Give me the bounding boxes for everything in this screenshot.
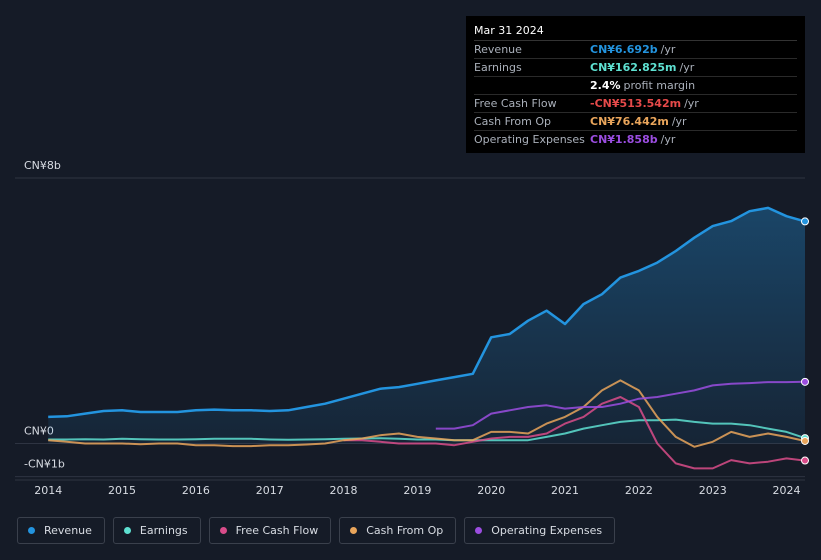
- tooltip: Mar 31 2024 Revenue CN¥6.692b/yr Earnings CN…: [466, 16, 805, 153]
- tooltip-value: CN¥162.825m: [590, 61, 677, 74]
- series-line: [343, 396, 806, 470]
- series-line: [48, 206, 806, 419]
- profit-margin-value: 2.4%: [590, 79, 621, 92]
- tooltip-label: [474, 77, 590, 94]
- x-tick-label: 2024: [773, 484, 801, 497]
- legend-dot: [123, 527, 131, 534]
- profit-margin-label: profit margin: [623, 79, 696, 92]
- legend-label: Operating Expenses: [491, 524, 603, 537]
- legend-item[interactable]: Cash From Op: [339, 517, 457, 544]
- legend-item[interactable]: Free Cash Flow: [208, 517, 332, 544]
- legend-label: Free Cash Flow: [235, 524, 319, 537]
- x-tick-label: 2018: [330, 484, 358, 497]
- legend-label: Revenue: [44, 524, 92, 537]
- legend-dot: [350, 527, 358, 534]
- y-tick-label: CN¥0: [24, 424, 54, 437]
- tooltip-row: Cash From Op CN¥76.442m/yr: [474, 113, 797, 131]
- tooltip-label: Earnings: [474, 61, 522, 74]
- tooltip-unit: /yr: [671, 115, 687, 128]
- tooltip-row: Operating Expenses CN¥1.858b/yr: [474, 131, 797, 148]
- legend-dot: [219, 527, 227, 534]
- tooltip-row: Free Cash Flow -CN¥513.542m/yr: [474, 95, 797, 113]
- end-dot: [801, 217, 809, 226]
- tooltip-unit: /yr: [660, 133, 676, 146]
- tooltip-row: 2.4% profit margin: [474, 77, 797, 95]
- x-tick-label: 2022: [625, 484, 653, 497]
- tooltip-row: Earnings CN¥162.825m/yr: [474, 59, 797, 77]
- legend-item[interactable]: Earnings: [112, 517, 201, 544]
- legend-item[interactable]: Revenue: [17, 517, 105, 544]
- x-tick-label: 2023: [699, 484, 727, 497]
- tooltip-label: Free Cash Flow: [474, 97, 557, 110]
- legend-dot: [28, 527, 35, 534]
- legend-label: Cash From Op: [366, 524, 444, 537]
- tooltip-label: Revenue: [474, 43, 522, 56]
- legend-label: Earnings: [139, 524, 188, 537]
- end-dot: [801, 456, 809, 465]
- legend-item[interactable]: Operating Expenses: [464, 517, 616, 544]
- tooltip-unit: /yr: [679, 61, 695, 74]
- x-tick-label: 2017: [256, 484, 284, 497]
- tooltip-label: Operating Expenses: [474, 133, 585, 146]
- tooltip-value: CN¥1.858b: [590, 133, 658, 146]
- tooltip-value: -CN¥513.542m: [590, 97, 682, 110]
- tooltip-row: Revenue CN¥6.692b/yr: [474, 41, 797, 59]
- chart: CN¥8b CN¥0 -CN¥1b 2014 2015 2016 2017 2018 2019 2…: [15, 159, 809, 497]
- tooltip-unit: /yr: [684, 97, 699, 110]
- tooltip-label: Cash From Op: [474, 115, 552, 128]
- x-tick-label: 2015: [108, 484, 136, 497]
- x-tick-label: 2020: [477, 484, 505, 497]
- y-tick-label: CN¥8b: [24, 159, 61, 172]
- legend: Revenue Earnings Free Cash Flow Cash From O…: [17, 517, 616, 544]
- series-line: [48, 418, 806, 442]
- tooltip-date: Mar 31 2024: [474, 22, 797, 41]
- tooltip-value: CN¥76.442m: [590, 115, 669, 128]
- x-tick-label: 2021: [551, 484, 579, 497]
- end-dot: [801, 377, 809, 386]
- x-tick-label: 2016: [182, 484, 210, 497]
- tooltip-value: CN¥6.692b: [590, 43, 658, 56]
- y-tick-label: -CN¥1b: [24, 458, 65, 471]
- tooltip-unit: /yr: [660, 43, 676, 56]
- revenue-area: [48, 207, 805, 444]
- legend-dot: [475, 527, 483, 534]
- end-dot: [801, 436, 809, 445]
- x-tick-label: 2019: [403, 484, 431, 497]
- series-line: [435, 380, 806, 430]
- series-line: [48, 379, 806, 448]
- x-tick-label: 2014: [34, 484, 62, 497]
